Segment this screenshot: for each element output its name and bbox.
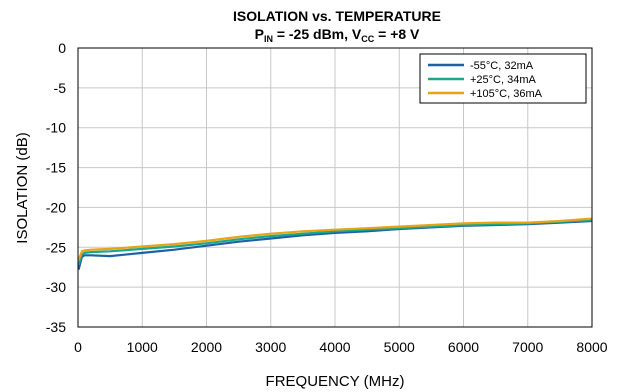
legend-label-1: -55°C, 32mA bbox=[470, 60, 534, 72]
y-tick-label: -35 bbox=[46, 319, 66, 335]
y-tick-label: -15 bbox=[46, 160, 66, 176]
chart-title-line2: PIN = -25 dBm, VCC = +8 V bbox=[255, 26, 420, 44]
x-axis-label: FREQUENCY (MHz) bbox=[266, 373, 405, 390]
x-tick-label: 2000 bbox=[191, 339, 222, 355]
series-line-3 bbox=[77, 217, 593, 261]
legend: -55°C, 32mA +25°C, 34mA +105°C, 36mA bbox=[419, 53, 587, 104]
y-tick-label: -25 bbox=[46, 239, 66, 255]
y-axis-label: ISOLATION (dB) bbox=[14, 132, 31, 243]
chart-title-line1: ISOLATION vs. TEMPERATURE bbox=[233, 8, 441, 24]
plot-frame bbox=[77, 47, 593, 328]
y-tick-label: -10 bbox=[46, 120, 66, 136]
x-tick-label: 0 bbox=[74, 339, 82, 355]
y-tick-label: -5 bbox=[54, 80, 67, 96]
legend-label-3: +105°C, 36mA bbox=[470, 88, 543, 100]
x-tick-label: 4000 bbox=[319, 339, 350, 355]
axis-ticks: 0 1000 2000 3000 4000 5000 6000 7000 8000 0 -5 -10 -… bbox=[46, 40, 608, 355]
data-series bbox=[77, 217, 593, 270]
x-tick-label: 1000 bbox=[127, 339, 158, 355]
x-tick-label: 8000 bbox=[576, 339, 607, 355]
y-tick-label: -20 bbox=[46, 199, 66, 215]
y-tick-label: -30 bbox=[46, 279, 66, 295]
series-line-2 bbox=[77, 219, 593, 266]
x-tick-label: 3000 bbox=[255, 339, 286, 355]
legend-label-2: +25°C, 34mA bbox=[470, 74, 537, 86]
x-tick-label: 5000 bbox=[384, 339, 415, 355]
x-tick-label: 7000 bbox=[512, 339, 543, 355]
x-tick-label: 6000 bbox=[448, 339, 479, 355]
y-tick-label: 0 bbox=[58, 40, 66, 56]
